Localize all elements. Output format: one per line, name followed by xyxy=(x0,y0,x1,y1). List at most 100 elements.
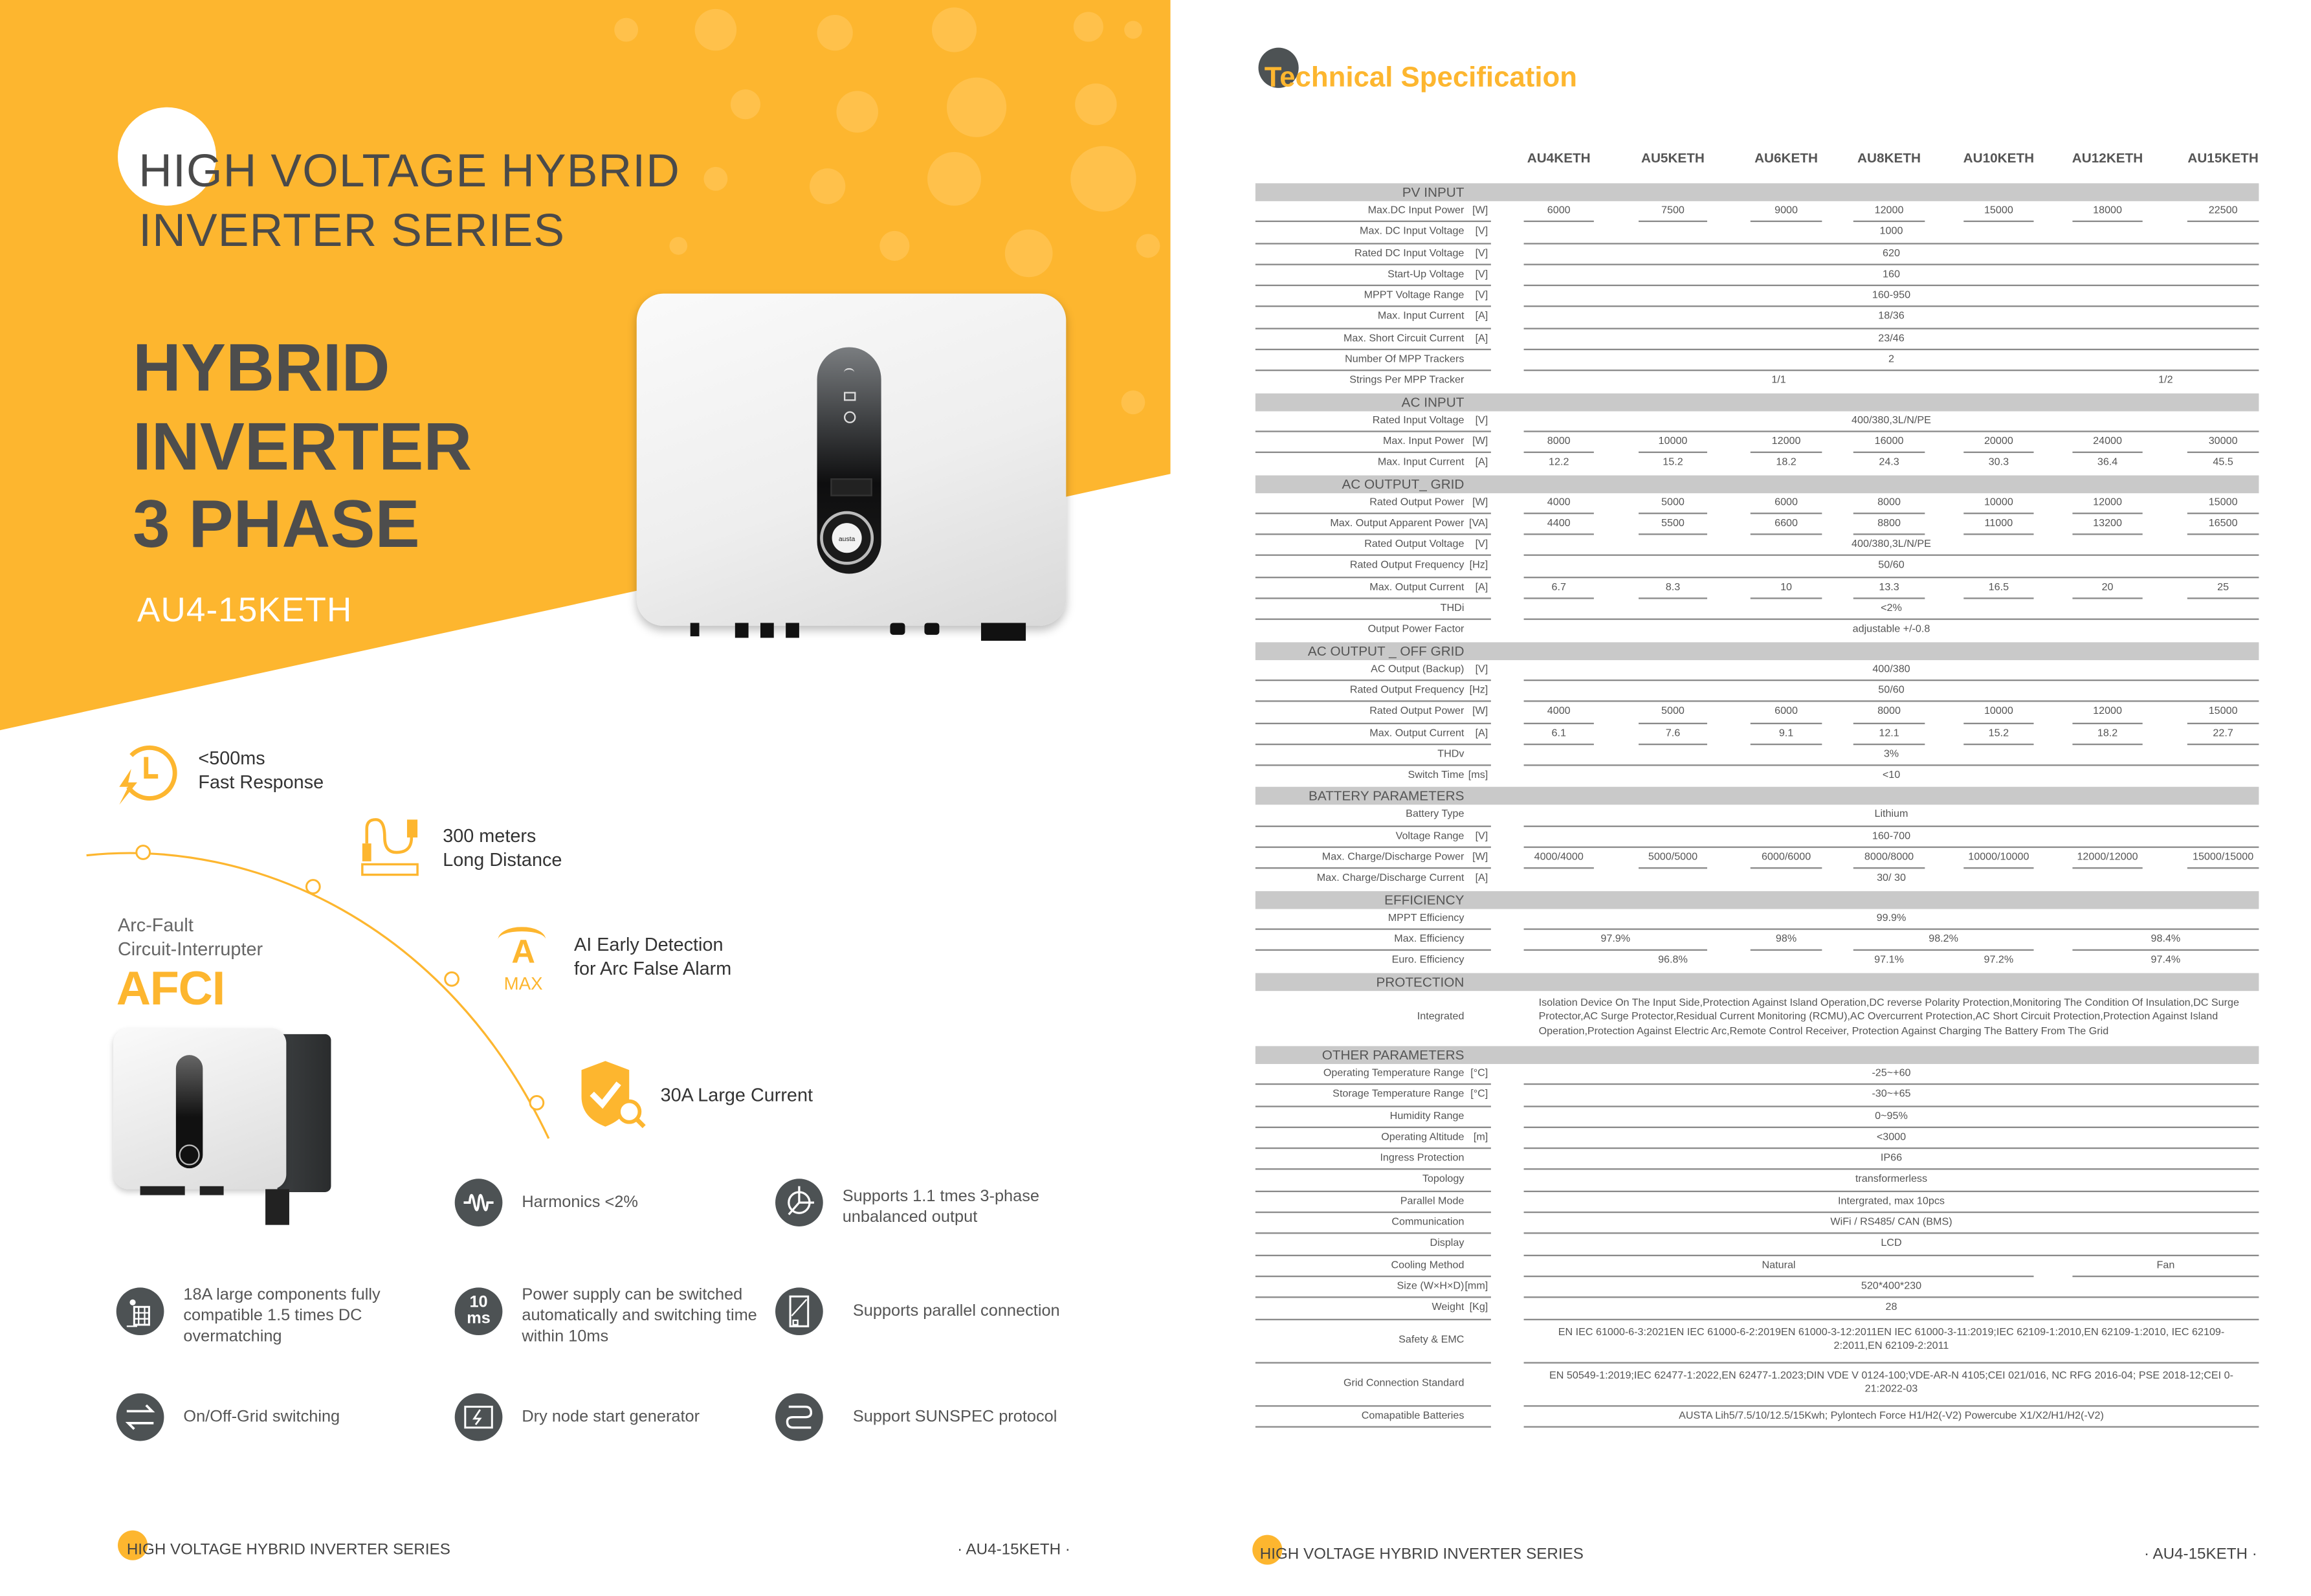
spec-row: Rated Output Voltage [V] 400/380,3L/N/PE xyxy=(1255,535,2259,557)
spec-row: Ingress Protection IP66 xyxy=(1255,1149,2259,1171)
spec-value: 15.2 xyxy=(1963,724,2034,745)
decorative-dot xyxy=(1075,83,1117,126)
spec-value: 12000 xyxy=(1853,201,1925,223)
spec-row: Weight [Kg] 28 xyxy=(1255,1298,2259,1320)
spec-label: Safety & EMC xyxy=(1399,1335,1465,1346)
spec-value: 25 xyxy=(2187,578,2259,599)
spec-label: Max. Charge/Discharge Current xyxy=(1316,873,1465,885)
series-title-line2: INVERTER SERIES xyxy=(138,204,566,257)
spec-unit: [A] xyxy=(1475,727,1488,738)
spec-row: Voltage Range [V] 160-700 xyxy=(1255,826,2259,848)
spec-value: 97.4% xyxy=(2151,955,2181,966)
footer-dot xyxy=(1252,1535,1283,1565)
spec-label: Max. Output Current xyxy=(1369,727,1465,738)
feature-text: Supports parallel connection xyxy=(852,1302,1060,1321)
spec-value: 11000 xyxy=(1963,514,2034,535)
spec-value: 8000 xyxy=(1853,493,1925,515)
decorative-dot xyxy=(927,151,981,206)
spec-row: Rated DC Input Voltage [V] 620 xyxy=(1255,244,2259,265)
wifi-indicator-icon xyxy=(844,368,855,377)
spec-row: Max. Output Current [A] 6.1 7.6 9.1 12.1 15.2 1… xyxy=(1255,724,2259,745)
spec-unit: [V] xyxy=(1475,831,1488,842)
spec-unit: [V] xyxy=(1475,664,1488,675)
spec-value: 99.9% xyxy=(1523,909,2259,930)
spec-label-cell: Voltage Range [V] xyxy=(1255,826,1491,848)
section-header: EFFICIENCY xyxy=(1255,890,2259,909)
spec-value: 160-950 xyxy=(1523,287,2259,308)
afci-description: Arc-Fault Circuit-Interrupter xyxy=(118,914,263,960)
footer-series-title: HIGH VOLTAGE HYBRID INVERTER SERIES xyxy=(1259,1545,1584,1564)
feature-fast-response: <500ms Fast Response xyxy=(198,747,324,795)
section-title: BATTERY PARAMETERS xyxy=(1308,788,1465,804)
spec-value: transformerless xyxy=(1523,1171,2259,1192)
spec-unit: [mm] xyxy=(1465,1281,1488,1292)
spec-value: 22500 xyxy=(2187,201,2259,223)
spec-value: 23/46 xyxy=(1523,329,2259,351)
spec-unit: [V] xyxy=(1475,248,1488,259)
spec-row: Display LCD xyxy=(1255,1234,2259,1256)
spec-label-cell: Rated Input Voltage [V] xyxy=(1255,411,1491,432)
spec-value: <3000 xyxy=(1523,1128,2259,1149)
spec-unit: [W] xyxy=(1472,706,1488,718)
spec-label: Rated Output Frequency xyxy=(1349,560,1465,571)
spec-value: 18.2 xyxy=(1776,458,1797,469)
spec-value: Fan xyxy=(2072,1256,2259,1278)
spec-value: 24000 xyxy=(2072,432,2143,454)
feature-arc xyxy=(86,852,550,1139)
spec-value: EN IEC 61000-6-3:2021EN IEC 61000-6-2:20… xyxy=(1523,1320,2259,1363)
feature-large-current: 30A Large Current xyxy=(661,1083,813,1107)
spec-label-cell: Max. Short Circuit Current [A] xyxy=(1255,329,1491,351)
spec-value: 18000 xyxy=(2072,201,2143,223)
spec-label-cell: THDv xyxy=(1255,745,1491,766)
spec-value: 10000 xyxy=(1963,702,2034,724)
spec-row: Safety & EMC EN IEC 61000-6-3:2021EN IEC … xyxy=(1255,1320,2259,1363)
spec-row: Max. Input Current [A] 12.2 15.2 18.2 24.3 30.… xyxy=(1255,454,2259,475)
clock-lightning-icon xyxy=(119,745,177,805)
spec-row: THDv 3% xyxy=(1255,745,2259,766)
spec-label: Max. Input Current xyxy=(1377,458,1465,469)
footer-dot xyxy=(118,1530,148,1560)
spec-row: Topology transformerless xyxy=(1255,1171,2259,1192)
spec-row: Max. Output Apparent Power [VA] 4400 5500 66… xyxy=(1255,514,2259,535)
spec-value: 6600 xyxy=(1750,514,1822,535)
spec-label-cell: Max. Input Current [A] xyxy=(1255,454,1491,475)
feature-value: AI Early Detection xyxy=(574,934,724,955)
switch-arrows-icon xyxy=(116,1393,164,1441)
spec-label-cell: Euro. Efficiency xyxy=(1255,951,1491,972)
product-title-line2: INVERTER xyxy=(133,408,472,485)
spec-value: -30~+65 xyxy=(1523,1085,2259,1107)
product-model: AU4-15KETH xyxy=(137,590,353,629)
spec-value: 400/380,3L/N/PE xyxy=(1523,535,2259,557)
spec-label-cell: Max. Output Current [A] xyxy=(1255,724,1491,745)
spec-row: Storage Temperature Range [°C] -30~+65 xyxy=(1255,1085,2259,1107)
footer-model: · AU4-15KETH · xyxy=(957,1540,1070,1559)
decorative-dot xyxy=(931,7,977,52)
spec-label: Max. Short Circuit Current xyxy=(1343,333,1465,344)
spec-value: 400/380 xyxy=(1523,659,2259,682)
spec-unit: [Kg] xyxy=(1469,1302,1488,1314)
section-title: EFFICIENCY xyxy=(1384,892,1465,907)
waveform-icon xyxy=(454,1179,503,1226)
spec-label: THDv xyxy=(1437,749,1465,760)
spec-row: Max. Short Circuit Current [A] 23/46 xyxy=(1255,329,2259,351)
inverter-product-image: austa xyxy=(636,293,1067,641)
spec-value: 10000 xyxy=(1638,432,1707,454)
spec-row: Rated Output Frequency [Hz] 50/60 xyxy=(1255,557,2259,578)
feature-text: Power supply can be switched automatical… xyxy=(522,1286,757,1346)
spec-row: Switch Time [ms] <10 xyxy=(1255,766,2259,788)
spec-label: THDi xyxy=(1440,603,1465,614)
spec-value: Lithium xyxy=(1523,805,2259,827)
spec-value: 6000 xyxy=(1523,201,1594,223)
spec-label: Voltage Range xyxy=(1395,831,1465,842)
decorative-dot xyxy=(1121,390,1145,415)
spec-unit: [A] xyxy=(1475,312,1488,323)
spec-label: Max. Efficiency xyxy=(1394,934,1465,945)
spec-row: Battery Type Lithium xyxy=(1255,805,2259,827)
spec-value: 15000/15000 xyxy=(2187,848,2259,870)
spec-value: IP66 xyxy=(1523,1149,2259,1171)
spec-row: MPPT Voltage Range [V] 160-950 xyxy=(1255,287,2259,308)
decorative-dot xyxy=(810,168,846,205)
spec-value: WiFi / RS485/ CAN (BMS) xyxy=(1523,1213,2259,1235)
spec-value: 13200 xyxy=(2072,514,2143,535)
